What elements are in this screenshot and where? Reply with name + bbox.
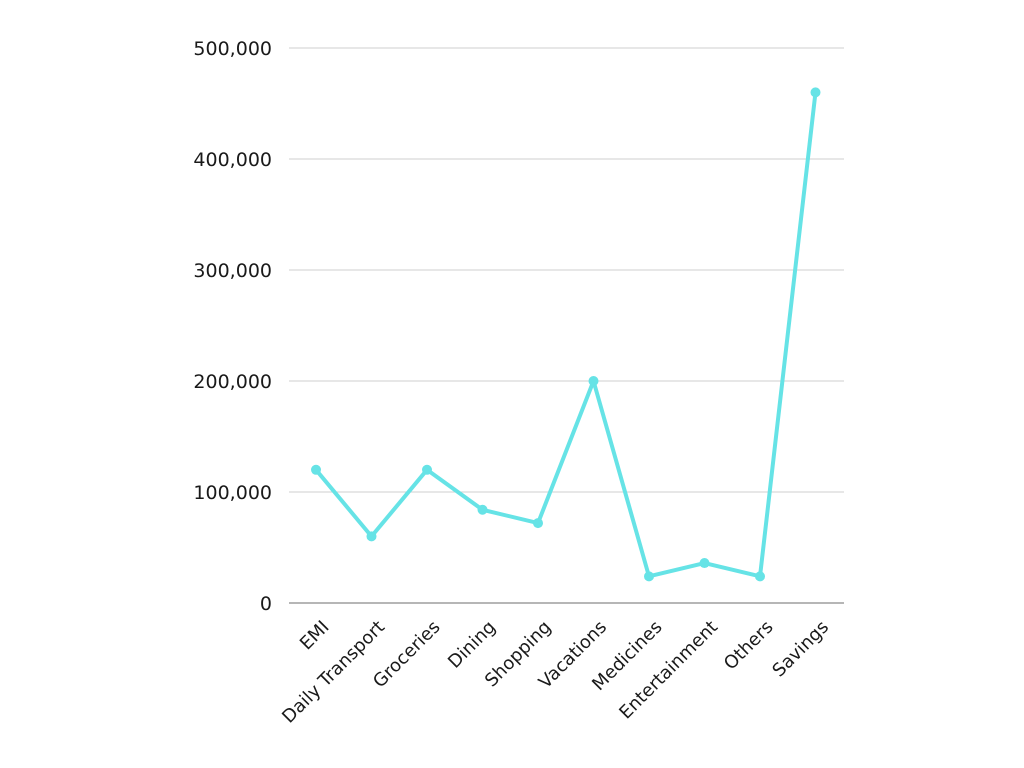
data-point bbox=[644, 571, 654, 582]
x-tick-label: Dining bbox=[444, 617, 500, 673]
y-tick-label: 400,000 bbox=[193, 149, 272, 171]
gridlines bbox=[289, 47, 844, 493]
data-point bbox=[422, 464, 432, 475]
data-point bbox=[477, 504, 488, 515]
y-tick-label: 300,000 bbox=[193, 260, 272, 282]
data-point bbox=[755, 571, 765, 582]
y-tick-label: 0 bbox=[260, 593, 272, 615]
x-tick-label: Entertainment bbox=[615, 617, 722, 724]
data-points bbox=[311, 87, 821, 582]
x-tick-label: EMI bbox=[296, 617, 334, 655]
series-line bbox=[314, 90, 818, 579]
y-tick-label: 100,000 bbox=[193, 482, 272, 504]
y-tick-labels: 0 100,000 200,000 300,000 400,000 500,000 bbox=[193, 38, 272, 615]
x-tick-label: Savings bbox=[768, 617, 833, 682]
x-tick-label: Daily Transport bbox=[278, 617, 389, 728]
y-tick-label: 200,000 bbox=[193, 371, 272, 393]
data-point bbox=[699, 558, 710, 569]
data-point bbox=[588, 376, 599, 386]
series-line-group bbox=[314, 90, 818, 579]
data-point bbox=[311, 464, 321, 475]
data-point bbox=[366, 531, 377, 542]
y-tick-label: 500,000 bbox=[193, 38, 272, 60]
data-point bbox=[810, 87, 821, 98]
data-point bbox=[533, 518, 543, 529]
